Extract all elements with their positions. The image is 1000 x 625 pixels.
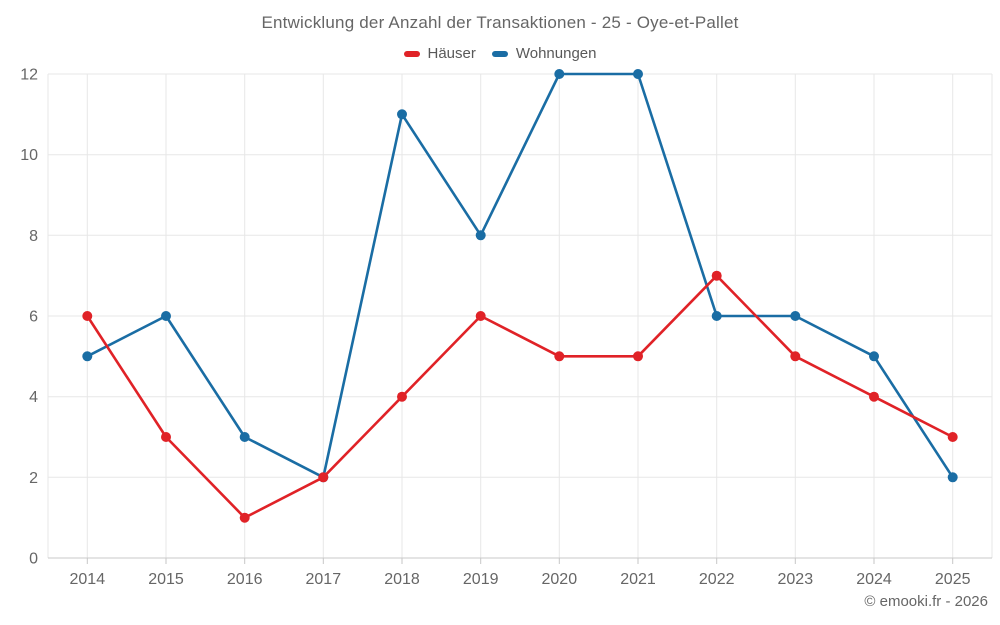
y-axis-label: 6 (29, 309, 38, 326)
data-point[interactable] (633, 69, 643, 79)
y-axis-label: 2 (29, 470, 38, 487)
data-point[interactable] (239, 512, 250, 523)
data-point[interactable] (475, 311, 486, 321)
legend-item-wohnungen[interactable]: Wohnungen (491, 45, 597, 62)
y-axis-label: 8 (29, 228, 38, 245)
x-axis-label: 2021 (620, 571, 656, 588)
series-line (86, 72, 955, 479)
data-point[interactable] (161, 311, 171, 321)
data-point[interactable] (947, 472, 958, 483)
data-point[interactable] (790, 311, 801, 321)
x-axis-label: 2016 (227, 571, 263, 588)
x-axis-label: 2014 (70, 571, 106, 588)
credits-link[interactable]: © emooki.fr - 2026 (864, 593, 988, 610)
data-point[interactable] (947, 432, 958, 442)
y-axis-label: 12 (20, 67, 38, 84)
legend: Häuser Wohnungen (0, 45, 1000, 62)
data-point[interactable] (711, 270, 722, 281)
data-point[interactable] (869, 391, 879, 402)
legend-item-hauser[interactable]: Häuser (403, 45, 476, 62)
y-axis-label: 0 (29, 551, 38, 568)
x-axis-label: 2017 (306, 571, 342, 588)
data-point[interactable] (161, 432, 171, 442)
data-point[interactable] (711, 311, 722, 321)
data-point[interactable] (554, 69, 565, 79)
data-point[interactable] (475, 230, 486, 241)
data-point[interactable] (869, 351, 879, 362)
data-point[interactable] (239, 432, 250, 442)
data-point[interactable] (397, 109, 407, 120)
data-point[interactable] (790, 351, 801, 362)
x-axis-label: 2024 (856, 571, 892, 588)
x-axis-label: 2022 (699, 571, 735, 588)
data-point[interactable] (633, 351, 643, 362)
x-axis-label: 2015 (148, 571, 184, 588)
y-axis-label: 10 (20, 147, 38, 164)
y-axis-label: 4 (29, 389, 38, 406)
legend-swatch-wohnungen-icon (491, 50, 508, 57)
x-axis-label: 2019 (463, 571, 499, 588)
x-axis-label: 2018 (384, 571, 420, 588)
legend-label-hauser: Häuser (427, 45, 476, 62)
chart-title: Entwicklung der Anzahl der Transaktionen… (261, 13, 739, 32)
data-point[interactable] (397, 391, 407, 402)
legend-label-wohnungen: Wohnungen (515, 45, 597, 62)
data-point[interactable] (82, 311, 93, 321)
data-point[interactable] (554, 351, 565, 362)
data-point[interactable] (318, 472, 329, 483)
series-line (86, 274, 955, 520)
legend-swatch-hauser-icon (403, 50, 420, 57)
data-point[interactable] (82, 351, 93, 362)
x-axis-label: 2020 (542, 571, 578, 588)
x-axis-label: 2023 (778, 571, 814, 588)
x-axis-label: 2025 (935, 571, 971, 588)
